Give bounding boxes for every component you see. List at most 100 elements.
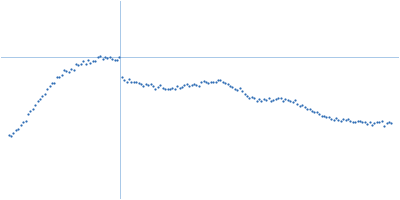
Point <box>140 85 147 88</box>
Point <box>273 98 279 101</box>
Point <box>85 59 91 62</box>
Point <box>58 74 65 77</box>
Point <box>123 80 130 84</box>
Point <box>114 58 120 61</box>
Point <box>66 70 72 73</box>
Point <box>376 120 382 123</box>
Point <box>292 98 298 101</box>
Point <box>10 132 17 135</box>
Point <box>251 96 257 100</box>
Point <box>164 88 171 91</box>
Point <box>54 75 60 78</box>
Point <box>198 81 204 84</box>
Point <box>39 94 46 97</box>
Point <box>184 83 190 86</box>
Point <box>61 68 67 72</box>
Point <box>330 119 337 122</box>
Point <box>174 84 180 87</box>
Point <box>49 82 55 85</box>
Point <box>136 82 142 85</box>
Point <box>234 88 240 91</box>
Point <box>326 115 332 118</box>
Point <box>287 99 294 102</box>
Point <box>268 99 274 103</box>
Point <box>227 84 233 87</box>
Point <box>304 107 310 110</box>
Point <box>94 55 101 59</box>
Point <box>169 87 176 90</box>
Point <box>15 128 22 131</box>
Point <box>167 88 173 91</box>
Point <box>20 120 26 124</box>
Point <box>82 63 89 66</box>
Point <box>371 121 378 124</box>
Point <box>217 79 224 82</box>
Point <box>87 62 94 65</box>
Point <box>90 59 96 63</box>
Point <box>99 57 106 61</box>
Point <box>265 97 272 100</box>
Point <box>378 119 385 122</box>
Point <box>215 79 221 82</box>
Point <box>270 99 277 102</box>
Point <box>248 95 255 99</box>
Point <box>150 85 156 88</box>
Point <box>369 123 375 126</box>
Point <box>133 81 140 84</box>
Point <box>306 107 313 111</box>
Point <box>186 85 192 88</box>
Point <box>354 120 361 123</box>
Point <box>179 85 185 89</box>
Point <box>172 88 178 91</box>
Point <box>208 80 214 84</box>
Point <box>75 63 82 67</box>
Point <box>51 82 58 85</box>
Point <box>176 86 183 89</box>
Point <box>203 80 209 83</box>
Point <box>42 93 48 96</box>
Point <box>126 77 132 80</box>
Point <box>302 106 308 109</box>
Point <box>188 83 195 87</box>
Point <box>280 99 286 102</box>
Point <box>239 90 245 93</box>
Point <box>285 98 291 101</box>
Point <box>318 114 325 118</box>
Point <box>128 80 135 83</box>
Point <box>37 97 43 100</box>
Point <box>263 99 269 102</box>
Point <box>32 104 38 107</box>
Point <box>347 119 354 122</box>
Point <box>364 122 370 126</box>
Point <box>236 86 243 89</box>
Point <box>246 96 252 99</box>
Point <box>275 96 282 99</box>
Point <box>30 108 36 111</box>
Point <box>229 85 236 89</box>
Point <box>152 87 159 91</box>
Point <box>290 100 296 103</box>
Point <box>131 81 137 84</box>
Point <box>160 86 166 89</box>
Point <box>104 57 110 60</box>
Point <box>340 117 346 120</box>
Point <box>323 115 330 119</box>
Point <box>157 83 164 86</box>
Point <box>68 67 74 70</box>
Point <box>294 102 301 105</box>
Point <box>258 100 264 103</box>
Point <box>297 104 303 107</box>
Point <box>44 87 50 90</box>
Point <box>278 97 284 100</box>
Point <box>102 55 108 59</box>
Point <box>388 121 394 124</box>
Point <box>210 81 216 84</box>
Point <box>109 57 115 60</box>
Point <box>212 81 219 84</box>
Point <box>73 62 79 66</box>
Point <box>138 83 144 86</box>
Point <box>220 80 226 84</box>
Point <box>70 68 77 71</box>
Point <box>256 98 262 101</box>
Point <box>362 120 368 124</box>
